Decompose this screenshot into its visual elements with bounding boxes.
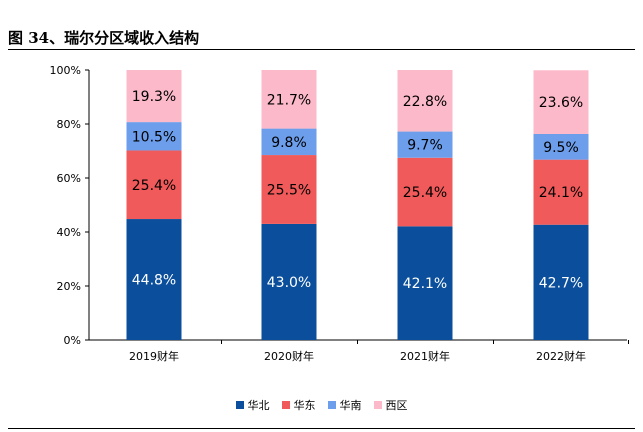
bar-2-2 [397,131,453,158]
data-label-2-3: 22.8% [403,94,447,110]
bar-3-0 [533,224,589,340]
x-tick-label-2: 2021财年 [400,349,450,363]
data-label-0-2: 10.5% [132,129,176,145]
bar-0-2 [126,122,182,151]
legend-swatch-0 [235,401,244,409]
data-label-3-3: 23.6% [539,95,583,111]
x-tick-label-1: 2020财年 [264,349,314,363]
legend-item-2: 华南 [327,397,362,413]
data-label-0-1: 25.4% [132,178,176,194]
y-tick-label-0: 0% [64,334,81,347]
legend-swatch-3 [373,401,382,409]
data-label-2-1: 25.4% [403,185,447,201]
legend: 华北 华东 华南 西区 [0,397,643,413]
data-label-3-2: 9.5% [543,140,579,156]
y-tick-label-3: 60% [57,172,81,185]
legend-swatch-2 [327,401,336,409]
bar-0-1 [126,150,182,220]
y-tick-label-1: 20% [57,280,81,293]
title-divider [8,49,635,50]
legend-item-0: 华北 [235,397,270,413]
bar-2-3 [397,70,453,132]
bar-3-2 [533,133,589,160]
legend-label-0: 华北 [247,399,270,412]
data-label-1-3: 21.7% [267,92,311,108]
data-label-1-1: 25.5% [267,182,311,198]
legend-item-1: 华东 [281,397,316,413]
bar-1-3 [261,70,317,129]
bar-1-1 [261,155,317,224]
x-tick-label-0: 2019财年 [129,349,179,363]
data-label-3-1: 24.1% [539,185,583,201]
data-label-0-0: 44.8% [132,273,176,289]
data-label-0-3: 19.3% [132,89,176,105]
data-label-2-2: 9.7% [407,138,443,154]
data-label-3-0: 42.7% [539,275,583,291]
bar-2-0 [397,226,453,340]
y-tick-label-2: 40% [57,226,81,239]
bar-0-0 [126,219,182,340]
chart-title: 图 34、瑞尔分区域收入结构 [8,29,200,47]
bar-3-3 [533,70,589,134]
y-tick-label-5: 100% [50,64,81,77]
data-label-1-2: 9.8% [271,135,307,151]
legend-label-2: 华南 [339,399,362,412]
bar-0-3 [126,70,182,123]
data-label-1-0: 43.0% [267,275,311,291]
bar-1-2 [261,128,317,156]
legend-swatch-1 [281,401,290,409]
y-tick-label-4: 80% [57,118,81,131]
legend-item-3: 西区 [373,397,408,413]
bar-3-1 [533,159,589,225]
legend-label-3: 西区 [385,399,408,412]
x-tick-label-3: 2022财年 [536,349,586,363]
bar-2-1 [397,157,453,227]
data-label-2-0: 42.1% [403,276,447,292]
bar-1-0 [261,223,317,340]
legend-label-1: 华东 [293,399,316,412]
footer-divider [8,428,635,429]
